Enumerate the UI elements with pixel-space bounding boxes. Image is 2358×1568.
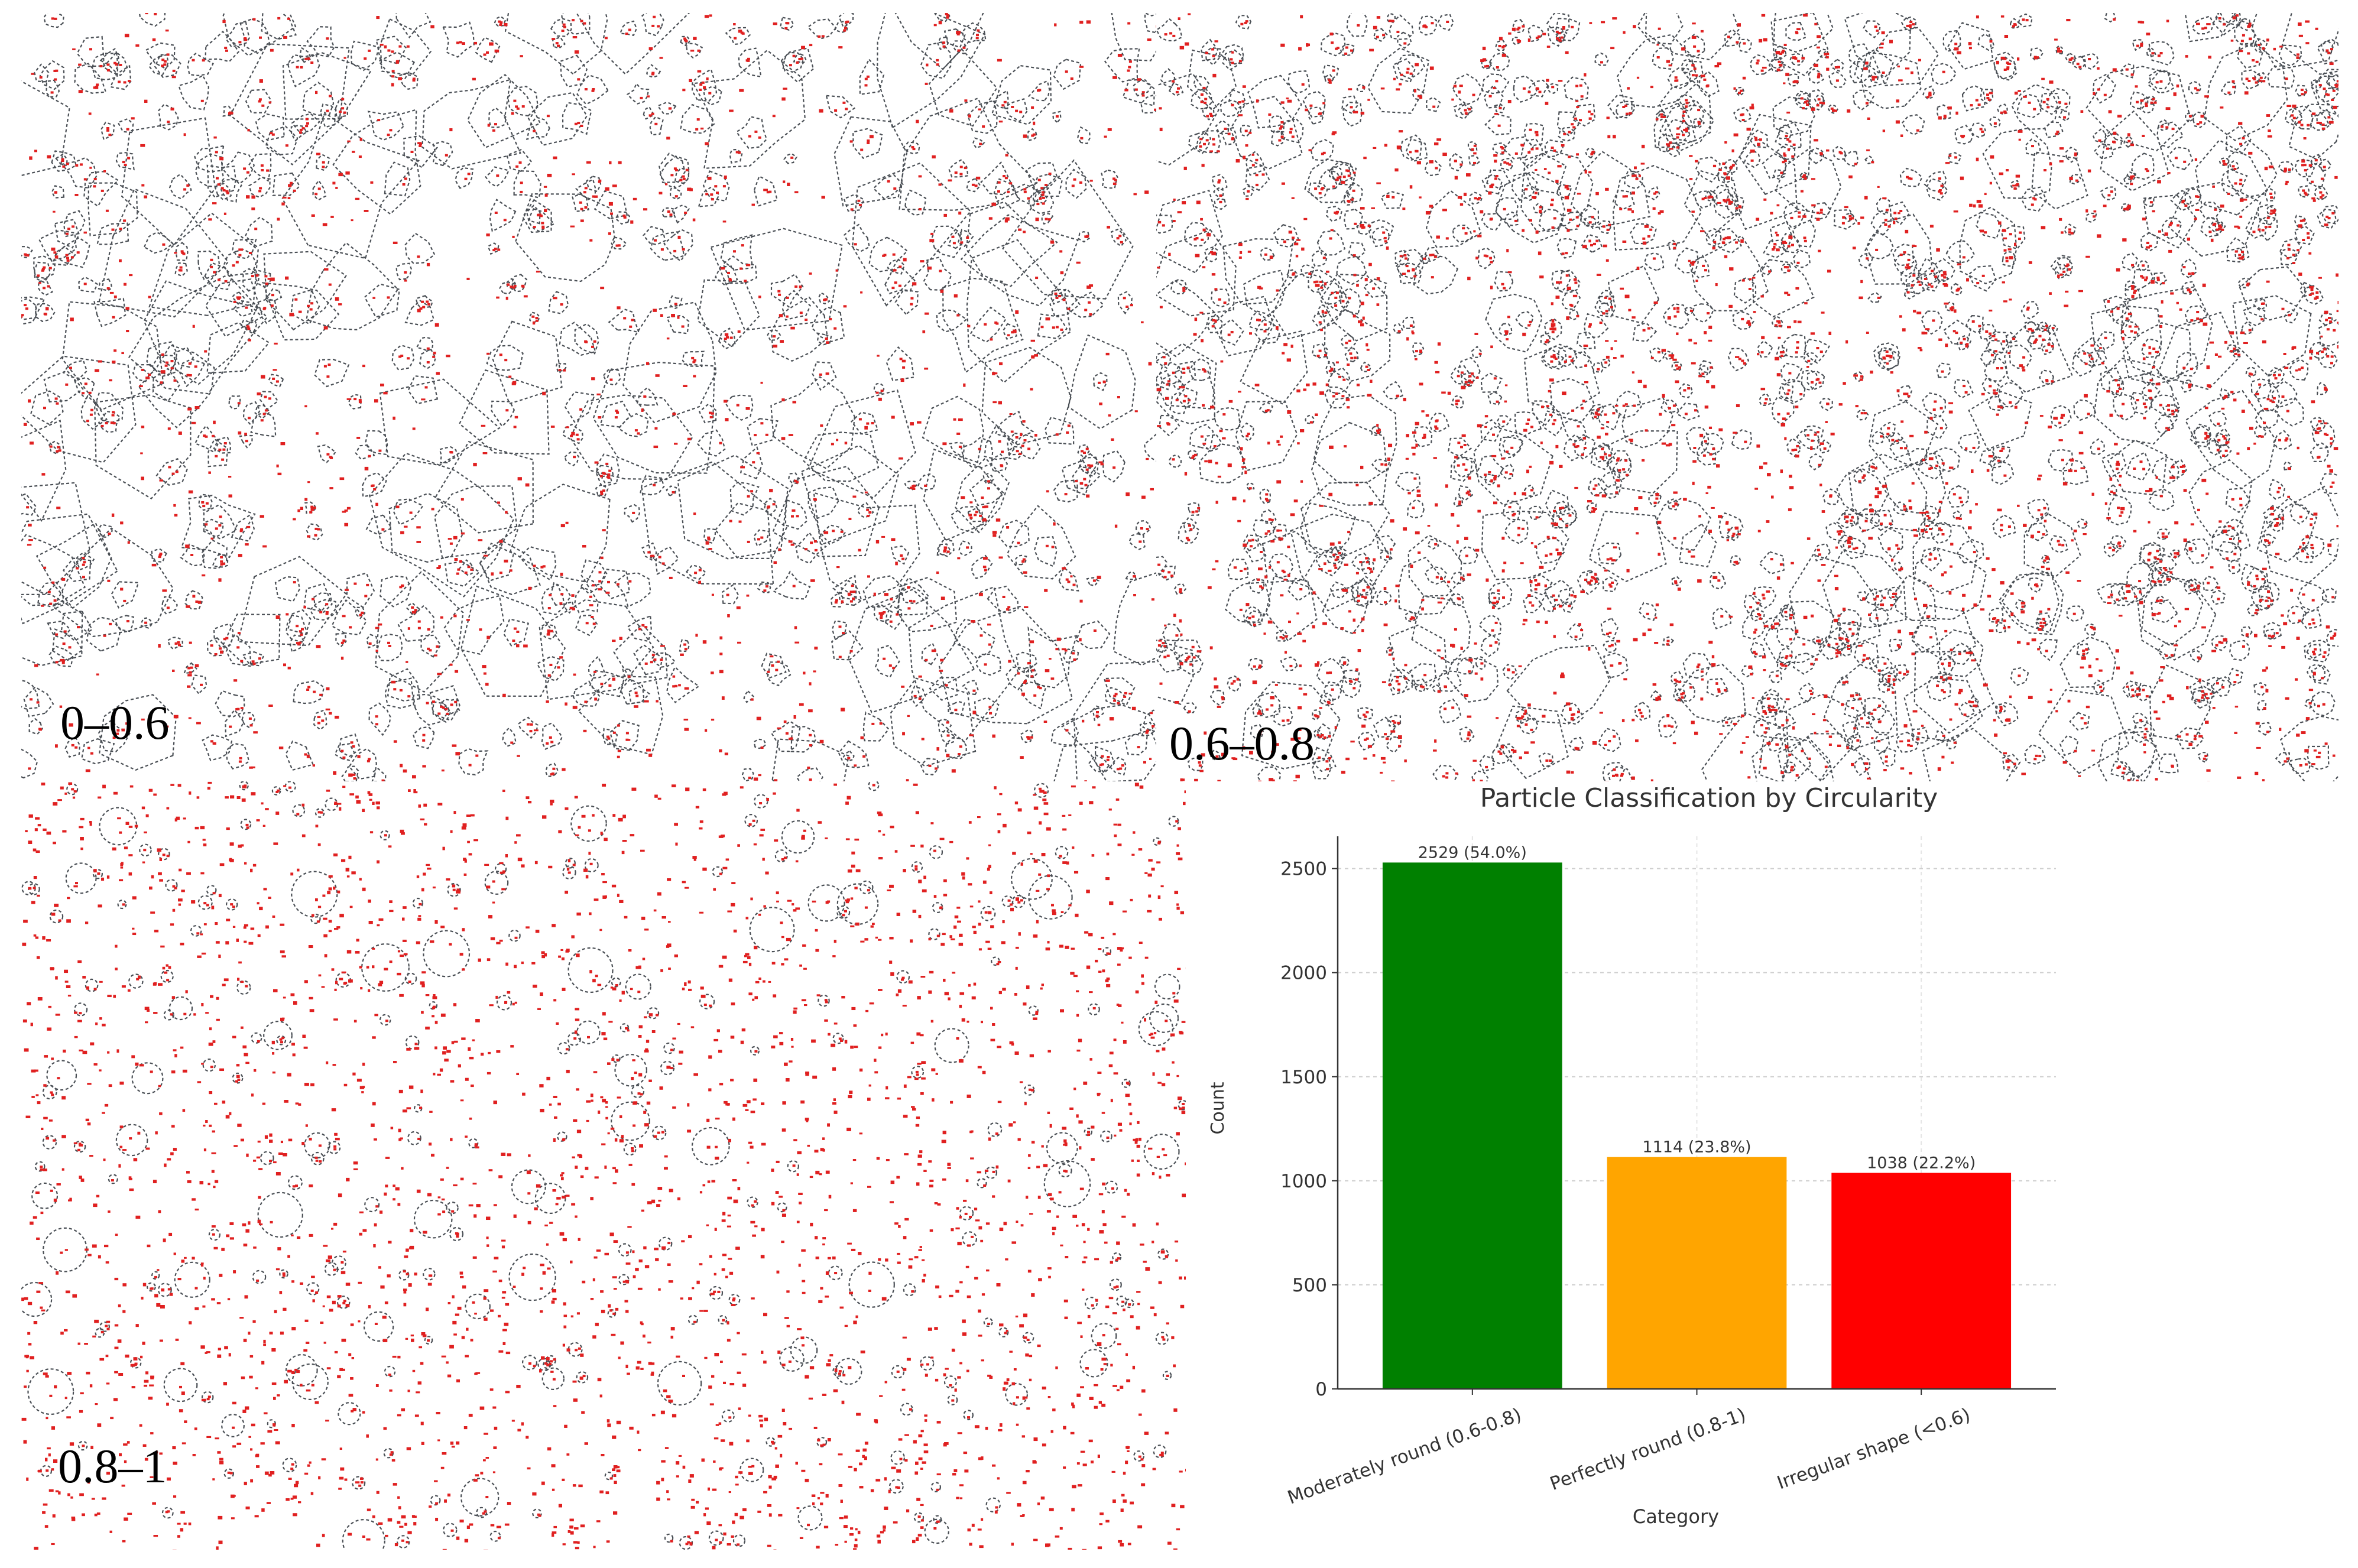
panel-label-irregular: 0–0.6 bbox=[60, 699, 170, 747]
y-tick-label: 2000 bbox=[1280, 963, 1327, 984]
y-tick-label: 1500 bbox=[1280, 1067, 1327, 1088]
particle-centers bbox=[1157, 13, 2338, 781]
bar-data-label: 2529 (54.0%) bbox=[1418, 843, 1527, 862]
bar-chart-svg: Particle Classification by Circularity 0… bbox=[1176, 779, 2358, 1566]
bar-chart: Particle Classification by Circularity 0… bbox=[1176, 779, 2358, 1566]
panel-label-perfect: 0.8–1 bbox=[58, 1442, 167, 1491]
x-tick-label: Moderately round (0.6-0.8) bbox=[1285, 1404, 1524, 1509]
bar bbox=[1607, 1157, 1787, 1389]
y-tick-label: 0 bbox=[1315, 1379, 1327, 1400]
bar-data-label: 1114 (23.8%) bbox=[1642, 1138, 1751, 1157]
y-axis-title: Count bbox=[1208, 1082, 1228, 1134]
y-tick-label: 500 bbox=[1292, 1275, 1327, 1296]
x-tick-label: Perfectly round (0.8-1) bbox=[1547, 1404, 1749, 1495]
particle-outlines bbox=[21, 13, 1156, 781]
x-axis-title: Category bbox=[1633, 1505, 1719, 1528]
panel-perfect: 0.8–1 bbox=[21, 781, 1186, 1550]
chart-title: Particle Classification by Circularity bbox=[1480, 783, 1938, 813]
bar bbox=[1383, 862, 1562, 1389]
y-tick-label: 2500 bbox=[1280, 859, 1327, 880]
particle-map-moderate bbox=[1156, 13, 2338, 781]
bar-data-label: 1038 (22.2%) bbox=[1867, 1154, 1976, 1172]
x-tick-label: Irregular shape (<0.6) bbox=[1775, 1404, 1973, 1494]
particle-map-irregular bbox=[21, 13, 1156, 781]
panel-label-moderate: 0.6–0.8 bbox=[1169, 719, 1315, 768]
panel-irregular: 0–0.6 bbox=[21, 13, 1156, 781]
y-tick-label: 1000 bbox=[1280, 1171, 1327, 1192]
panel-moderate: 0.6–0.8 bbox=[1156, 13, 2338, 781]
particle-map-perfect bbox=[21, 781, 1186, 1550]
bar bbox=[1831, 1173, 2011, 1389]
